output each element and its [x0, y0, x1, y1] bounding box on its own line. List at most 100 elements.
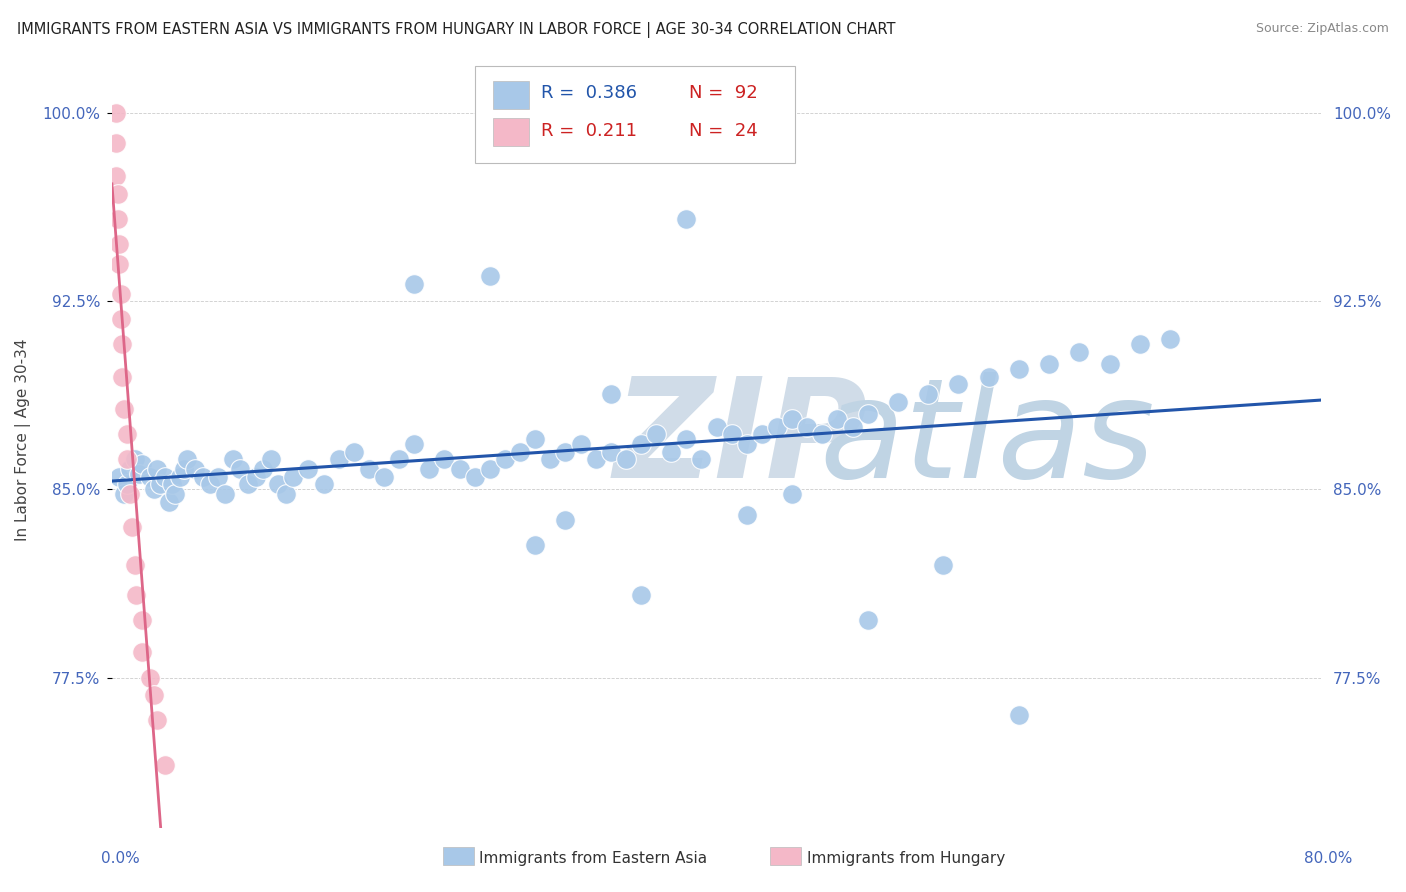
Point	[110, 312, 132, 326]
Point	[105, 106, 128, 120]
Point	[169, 470, 191, 484]
Point	[108, 236, 131, 251]
Point	[735, 437, 758, 451]
Point	[131, 613, 153, 627]
Point	[124, 452, 146, 467]
Point	[690, 452, 713, 467]
Point	[146, 713, 169, 727]
Point	[404, 437, 426, 451]
Point	[811, 427, 834, 442]
Point	[115, 477, 138, 491]
Point	[328, 452, 350, 467]
Point	[112, 487, 135, 501]
Point	[107, 211, 129, 226]
Point	[418, 462, 440, 476]
Text: Source: ZipAtlas.com: Source: ZipAtlas.com	[1256, 22, 1389, 36]
Point	[357, 462, 380, 476]
Point	[766, 419, 789, 434]
Point	[191, 470, 214, 484]
Point	[1159, 332, 1181, 346]
Point	[124, 558, 146, 572]
Point	[120, 487, 142, 501]
Point	[165, 487, 187, 501]
Point	[751, 427, 773, 442]
Point	[659, 445, 682, 459]
Point	[245, 470, 267, 484]
Y-axis label: In Labor Force | Age 30-34: In Labor Force | Age 30-34	[15, 338, 31, 541]
Point	[120, 462, 142, 476]
Point	[207, 470, 229, 484]
Point	[125, 588, 148, 602]
Point	[107, 186, 129, 201]
Point	[108, 470, 131, 484]
Point	[977, 369, 1000, 384]
Bar	[494, 81, 529, 109]
Text: N =  92: N = 92	[689, 85, 758, 103]
Point	[524, 432, 547, 446]
Point	[630, 437, 652, 451]
Point	[111, 369, 134, 384]
Point	[236, 477, 259, 491]
Point	[478, 462, 501, 476]
Text: 80.0%: 80.0%	[1305, 852, 1353, 866]
Text: N =  24: N = 24	[689, 121, 758, 140]
Text: R =  0.211: R = 0.211	[541, 121, 637, 140]
Point	[176, 452, 198, 467]
Point	[131, 645, 153, 659]
Point	[252, 462, 274, 476]
Point	[538, 452, 561, 467]
Point	[229, 462, 252, 476]
Point	[464, 470, 486, 484]
Bar	[494, 119, 529, 146]
Point	[198, 477, 221, 491]
Point	[569, 437, 592, 451]
Point	[599, 445, 621, 459]
Point	[478, 269, 501, 284]
Point	[143, 483, 166, 497]
Text: ZIP: ZIP	[614, 372, 868, 507]
Point	[373, 470, 395, 484]
Point	[630, 588, 652, 602]
Point	[131, 458, 153, 472]
Text: Immigrants from Hungary: Immigrants from Hungary	[807, 851, 1005, 865]
Point	[128, 467, 150, 482]
Point	[856, 407, 879, 421]
Point	[735, 508, 758, 522]
Point	[614, 452, 637, 467]
Point	[153, 758, 176, 772]
Text: Immigrants from Eastern Asia: Immigrants from Eastern Asia	[479, 851, 707, 865]
Point	[259, 452, 281, 467]
Point	[343, 445, 366, 459]
Point	[645, 427, 668, 442]
Point	[149, 477, 172, 491]
Text: 0.0%: 0.0%	[101, 852, 141, 866]
Point	[162, 477, 184, 491]
Point	[274, 487, 297, 501]
Point	[599, 387, 621, 401]
Point	[887, 394, 910, 409]
Point	[111, 337, 134, 351]
Point	[153, 470, 176, 484]
FancyBboxPatch shape	[475, 66, 796, 163]
Point	[146, 462, 169, 476]
Point	[856, 613, 879, 627]
Point	[108, 257, 131, 271]
Point	[121, 520, 143, 534]
Point	[115, 427, 138, 442]
Point	[780, 412, 803, 426]
Point	[267, 477, 290, 491]
Point	[827, 412, 849, 426]
Point	[948, 377, 970, 392]
Point	[780, 487, 803, 501]
Point	[312, 477, 335, 491]
Point	[706, 419, 728, 434]
Point	[110, 286, 132, 301]
Point	[1129, 337, 1152, 351]
Point	[404, 277, 426, 291]
Point	[138, 671, 160, 685]
Point	[283, 470, 305, 484]
Point	[509, 445, 531, 459]
Point	[138, 470, 160, 484]
Point	[932, 558, 955, 572]
Point	[184, 462, 207, 476]
